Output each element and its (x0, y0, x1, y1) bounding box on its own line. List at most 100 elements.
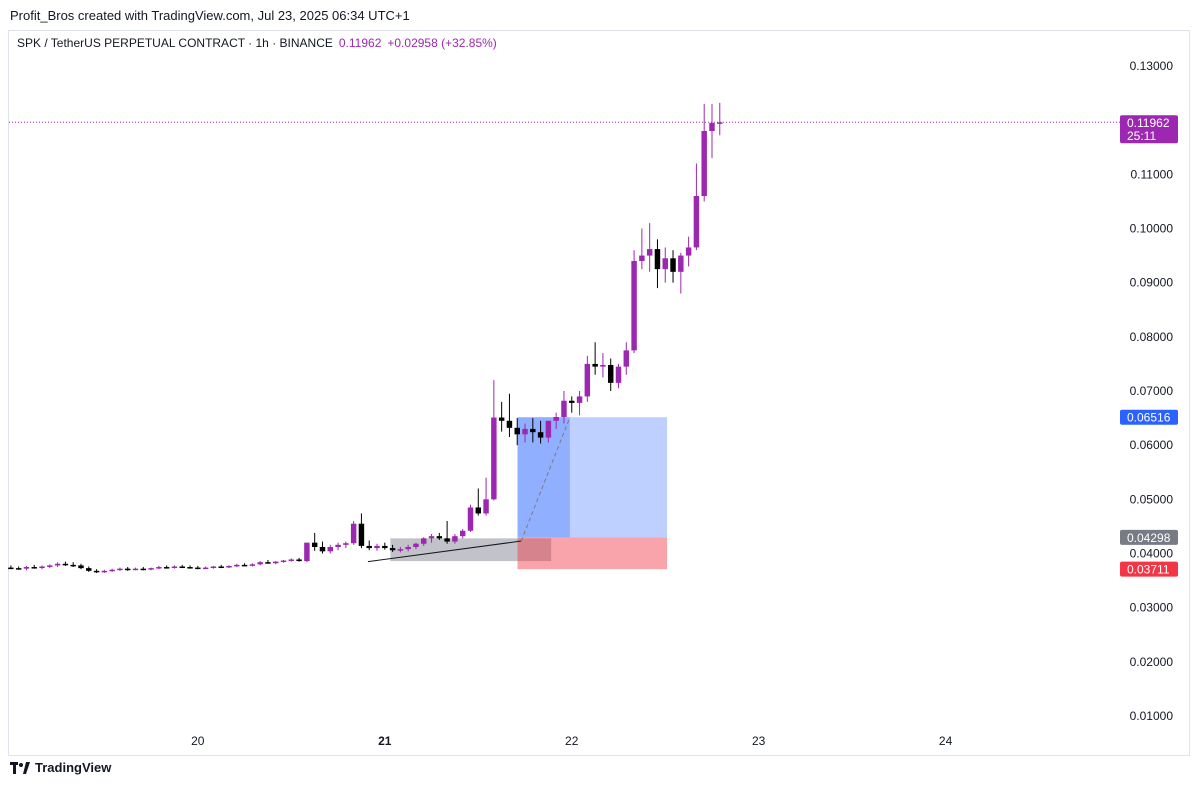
candle-body[interactable] (584, 363, 591, 397)
candle-body[interactable] (265, 562, 271, 564)
entry-zone-box[interactable] (390, 538, 552, 562)
candle-body[interactable] (444, 538, 450, 542)
candle-body[interactable] (132, 568, 139, 571)
candle-body[interactable] (86, 568, 92, 571)
candle-body[interactable] (506, 420, 513, 428)
candle-body[interactable] (218, 566, 224, 569)
candle-body[interactable] (327, 547, 333, 552)
candle-body[interactable] (195, 567, 201, 570)
candle-body[interactable] (639, 255, 645, 261)
candle-body[interactable] (561, 400, 567, 417)
candle-body[interactable] (358, 523, 365, 546)
candle-body[interactable] (491, 417, 497, 500)
candle-body[interactable] (405, 547, 411, 550)
candle-body[interactable] (498, 417, 505, 421)
candle-body[interactable] (693, 196, 700, 248)
candle-body[interactable] (685, 247, 692, 256)
candle-body[interactable] (101, 570, 108, 573)
candle-body[interactable] (569, 400, 575, 403)
candle-body[interactable] (319, 547, 326, 552)
candle-body[interactable] (140, 568, 147, 571)
candle-body[interactable] (47, 565, 53, 567)
candle-body[interactable] (93, 570, 100, 573)
candle-body[interactable] (273, 561, 279, 564)
candle-body[interactable] (156, 567, 162, 569)
price-tag[interactable] (1120, 529, 1178, 545)
candle-body[interactable] (397, 549, 404, 551)
candle-body[interactable] (514, 427, 520, 435)
candle-body[interactable] (163, 567, 170, 569)
candle-body[interactable] (428, 536, 435, 539)
candle-body[interactable] (8, 567, 14, 570)
symbol-title[interactable]: SPK / TetherUS PERPETUAL CONTRACT · 1h ·… (17, 36, 333, 50)
candle-body[interactable] (366, 545, 372, 549)
candle-body[interactable] (187, 567, 193, 569)
trend-line[interactable] (367, 540, 522, 563)
candle-body[interactable] (171, 566, 178, 569)
candle-body[interactable] (249, 564, 256, 566)
candle-body[interactable] (39, 566, 45, 569)
candle-body[interactable] (62, 563, 69, 566)
candle-body[interactable] (592, 363, 598, 367)
candle-body[interactable] (452, 536, 458, 542)
candle-body[interactable] (148, 568, 154, 570)
candle-body[interactable] (459, 530, 466, 537)
price-tag[interactable] (1120, 115, 1178, 144)
candle-body[interactable] (23, 567, 30, 569)
candle-body[interactable] (483, 499, 489, 514)
candle-body[interactable] (78, 565, 84, 569)
candle-body[interactable] (343, 543, 349, 545)
tradingview-logo[interactable]: TradingView (10, 760, 111, 775)
candle-body[interactable] (623, 350, 630, 367)
long-position-stop-box[interactable] (517, 537, 668, 570)
candle-body[interactable] (670, 258, 676, 272)
candle-body[interactable] (117, 568, 123, 571)
candle-body[interactable] (654, 249, 661, 270)
candle-body[interactable] (467, 507, 474, 531)
candle-body[interactable] (288, 559, 295, 561)
candle-body[interactable] (475, 507, 482, 514)
candle-body[interactable] (15, 568, 22, 570)
candle-body[interactable] (646, 249, 653, 256)
candle-body[interactable] (537, 432, 544, 438)
candle-body[interactable] (311, 542, 318, 547)
candle-body[interactable] (304, 542, 310, 562)
candle-body[interactable] (678, 255, 684, 272)
candle-body[interactable] (179, 566, 185, 569)
candle-body[interactable] (553, 417, 559, 421)
candle-body[interactable] (109, 569, 115, 572)
candle-body[interactable] (70, 564, 76, 567)
candle-body[interactable] (522, 428, 528, 435)
candle-body[interactable] (545, 420, 552, 438)
candle-body[interactable] (226, 565, 232, 568)
candle-body[interactable] (576, 396, 583, 403)
candle-body[interactable] (701, 131, 707, 196)
candle-body[interactable] (382, 545, 388, 549)
price-tag[interactable] (1120, 561, 1178, 577)
candle-body[interactable] (615, 366, 622, 383)
candle-body[interactable] (296, 559, 302, 562)
candle-body[interactable] (600, 365, 606, 367)
candle-body[interactable] (335, 544, 341, 547)
candle-body[interactable] (413, 543, 419, 547)
candle-body[interactable] (436, 536, 443, 539)
candle-body[interactable] (257, 562, 263, 565)
candle-body[interactable] (31, 567, 37, 569)
candle-body[interactable] (350, 523, 357, 544)
candle-body[interactable] (607, 365, 614, 383)
candle-body[interactable] (631, 261, 637, 351)
candle-body[interactable] (374, 545, 380, 549)
candle-body[interactable] (234, 564, 240, 567)
candle-body[interactable] (717, 122, 723, 124)
candle-body[interactable] (389, 548, 396, 551)
candle-body[interactable] (280, 560, 287, 563)
candle-body[interactable] (421, 538, 427, 544)
candle-body[interactable] (210, 566, 217, 569)
candle-body[interactable] (202, 567, 209, 570)
candle-body[interactable] (662, 258, 668, 270)
price-tag[interactable] (1120, 409, 1178, 425)
candle-body[interactable] (530, 428, 536, 433)
candle-body[interactable] (124, 568, 131, 571)
candle-body[interactable] (241, 564, 248, 567)
